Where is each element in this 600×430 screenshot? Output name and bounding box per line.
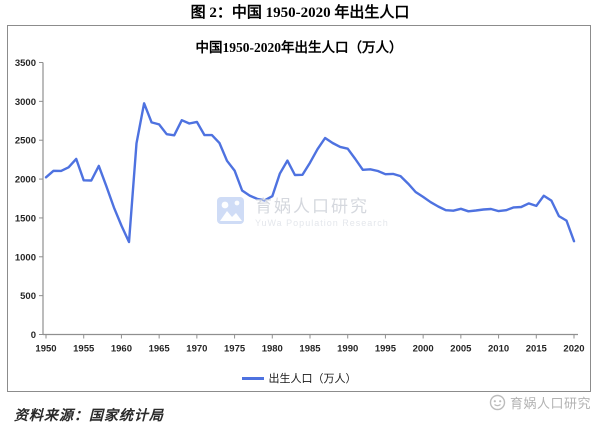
- x-tick-label: 1950: [35, 344, 56, 355]
- x-axis: 1950 1955 1960 1965 1970 1975 1980 1985 1990 1995…: [35, 334, 585, 355]
- y-tick-label: 3500: [15, 58, 36, 69]
- x-tick-label: 2000: [413, 344, 434, 355]
- legend-line-marker: [241, 376, 264, 380]
- data-series: [44, 102, 576, 244]
- legend-label: 出生人口（万人）: [268, 373, 357, 385]
- x-tick-label: 1955: [73, 344, 95, 355]
- birth-population-line-chart: 0 500 1000 1500 2000 2500 3000 3500 1950 1955 1960…: [15, 58, 585, 355]
- yuwa-face-logo-icon: [489, 394, 506, 411]
- figure-title: 图 2：中国 1950-2020 年出生人口: [190, 5, 410, 21]
- x-tick-label: 2005: [450, 344, 472, 355]
- y-tick-label: 500: [20, 291, 36, 302]
- chart-legend: 出生人口（万人）: [8, 370, 590, 386]
- x-tick-label: 2015: [526, 344, 548, 355]
- chart-panel: 中国1950-2020年出生人口（万人） 0 500 1000 1500 2000 250…: [7, 25, 591, 392]
- y-tick-label: 1000: [15, 252, 36, 263]
- chart-title: 中国1950-2020年出生人口（万人）: [195, 40, 403, 55]
- series-line-出生人口（万人）: [44, 102, 576, 244]
- x-tick-label: 1990: [337, 344, 358, 355]
- source-note: 资料来源：国家统计局: [14, 409, 164, 424]
- x-tick-label: 1965: [149, 344, 171, 355]
- axis-lines: [42, 62, 578, 336]
- y-tick-label: 2000: [15, 175, 36, 186]
- x-tick-label: 1960: [111, 344, 132, 355]
- y-tick-label: 3000: [15, 97, 36, 108]
- x-tick-label: 2010: [488, 344, 509, 355]
- x-tick-label: 1985: [299, 344, 321, 355]
- footer-watermark: 育娲人口研究: [489, 393, 591, 412]
- x-tick-label: 1975: [224, 344, 246, 355]
- y-tick-label: 0: [31, 330, 36, 341]
- y-tick-label: 1500: [15, 213, 36, 224]
- footer-watermark-text: 育娲人口研究: [509, 396, 591, 411]
- x-tick-label: 1980: [262, 344, 283, 355]
- y-axis: 0 500 1000 1500 2000 2500 3000 3500: [15, 58, 43, 341]
- x-tick-label: 1995: [375, 344, 397, 355]
- y-tick-label: 2500: [15, 136, 36, 147]
- x-tick-label: 2020: [563, 344, 584, 355]
- x-tick-label: 1970: [186, 344, 207, 355]
